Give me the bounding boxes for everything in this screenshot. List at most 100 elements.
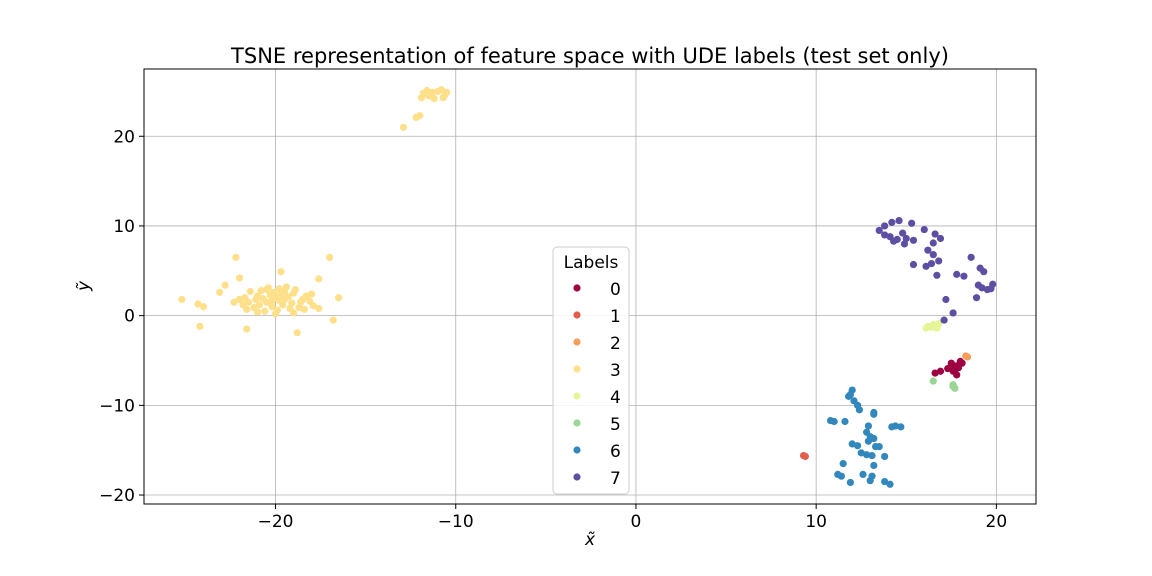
data-point-label-3: [298, 295, 307, 304]
data-point-label-3: [329, 316, 337, 324]
data-point-label-3: [428, 88, 436, 96]
data-point-label-6: [866, 477, 874, 485]
data-point-label-3: [241, 294, 249, 302]
legend-label-7: 7: [610, 469, 621, 489]
data-point-label-3: [335, 294, 343, 302]
y-tick-label: −10: [99, 396, 135, 416]
data-point-label-0: [958, 359, 966, 367]
data-point-label-6: [891, 422, 900, 430]
x-axis-label: x̃: [584, 530, 596, 550]
data-point-label-7: [949, 309, 957, 317]
data-point-label-2: [962, 352, 970, 360]
data-point-label-3: [284, 293, 292, 301]
data-point-label-3: [230, 298, 238, 306]
data-point-label-6: [864, 422, 873, 430]
data-point-label-3: [315, 275, 323, 283]
legend-label-2: 2: [610, 334, 621, 354]
x-tick-label: −10: [438, 512, 474, 532]
data-point-label-6: [897, 423, 905, 431]
data-point-label-3: [246, 287, 254, 296]
data-point-label-6: [857, 449, 865, 457]
x-tick-label: 10: [805, 512, 827, 532]
data-point-label-3: [243, 325, 251, 333]
data-point-label-6: [886, 480, 894, 488]
data-point-label-3: [300, 305, 308, 313]
data-point-label-6: [839, 460, 847, 468]
data-point-label-3: [178, 295, 186, 304]
x-tick-label: 20: [986, 512, 1008, 532]
data-point-label-6: [870, 434, 878, 443]
data-point-label-7: [875, 226, 883, 235]
data-point-label-7: [888, 218, 896, 226]
data-point-label-3: [268, 303, 276, 311]
x-tick-label: −20: [258, 512, 294, 532]
data-point-label-3: [399, 123, 408, 131]
legend-marker-1: [573, 311, 581, 319]
x-tick-label: 0: [631, 512, 642, 532]
y-axis-label: ỹ: [74, 280, 94, 292]
legend-label-5: 5: [610, 415, 621, 435]
data-point-label-3: [417, 94, 426, 102]
y-tick-label: 0: [124, 307, 135, 327]
data-point-label-7: [924, 246, 932, 254]
legend-label-4: 4: [610, 388, 621, 408]
data-point-label-6: [881, 452, 889, 461]
data-point-label-3: [430, 94, 438, 103]
data-point-label-7: [967, 253, 975, 261]
data-point-label-3: [261, 307, 269, 315]
data-point-label-3: [439, 94, 447, 102]
data-point-label-3: [437, 86, 445, 94]
data-point-label-7: [908, 219, 916, 227]
data-point-label-3: [315, 304, 323, 313]
data-point-label-7: [929, 251, 937, 259]
data-point-label-3: [196, 322, 204, 331]
data-point-label-6: [846, 478, 854, 487]
data-point-label-3: [416, 112, 424, 120]
data-point-label-6: [830, 417, 838, 426]
data-point-label-3: [232, 253, 240, 261]
data-point-label-3: [199, 303, 208, 311]
data-point-label-3: [309, 302, 317, 310]
data-point-label-7: [899, 229, 907, 237]
data-point-label-7: [909, 260, 918, 269]
data-point-label-5: [949, 381, 957, 389]
data-point-label-6: [875, 442, 883, 451]
data-point-label-3: [243, 305, 251, 313]
data-point-label-7: [931, 230, 939, 238]
data-point-label-0: [953, 371, 961, 379]
data-point-label-3: [235, 274, 244, 282]
data-point-label-7: [980, 268, 988, 276]
data-point-label-3: [253, 308, 262, 316]
chart-title: TSNE representation of feature space wit…: [230, 44, 949, 68]
data-point-label-7: [881, 231, 889, 239]
data-points: [178, 86, 997, 488]
legend-marker-4: [573, 392, 581, 400]
data-point-label-3: [262, 286, 271, 294]
data-point-label-3: [307, 290, 316, 298]
data-point-label-6: [870, 461, 878, 470]
legend-items: 0 1 2 3 4 5 6 7: [573, 280, 621, 489]
data-point-label-6: [848, 440, 856, 448]
data-point-label-7: [929, 239, 937, 247]
data-point-label-6: [841, 417, 849, 426]
legend-marker-6: [573, 446, 581, 454]
data-point-label-7: [942, 295, 950, 304]
data-point-label-7: [972, 294, 981, 302]
legend-marker-7: [573, 473, 581, 481]
data-point-label-6: [864, 437, 873, 445]
data-point-label-6: [855, 406, 864, 414]
data-point-label-7: [895, 216, 903, 225]
data-point-label-6: [844, 392, 853, 400]
data-point-label-7: [909, 236, 918, 244]
legend-box: [552, 246, 630, 495]
data-point-label-3: [259, 295, 267, 303]
data-point-label-3: [255, 301, 263, 309]
data-point-label-7: [933, 271, 941, 279]
data-point-label-7: [881, 222, 889, 230]
legend-marker-3: [573, 365, 581, 373]
data-point-label-6: [859, 470, 867, 479]
y-tick-label: 10: [113, 217, 135, 237]
data-point-label-7: [935, 257, 943, 265]
